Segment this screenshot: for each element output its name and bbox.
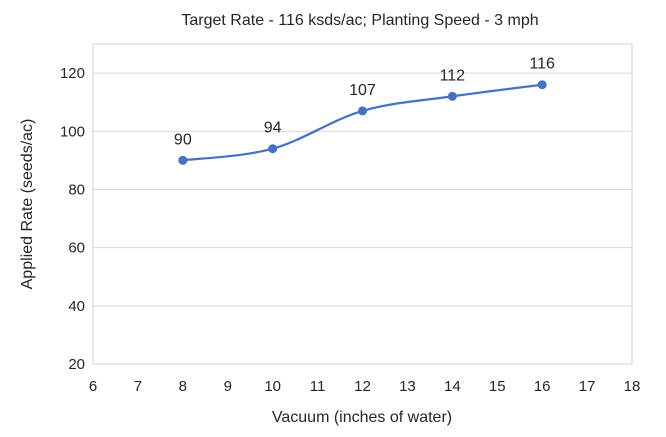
x-tick-label: 14 [444, 378, 461, 395]
data-label: 94 [264, 120, 282, 137]
data-point [358, 106, 367, 116]
y-axis-title: Applied Rate (seeds/ac) [19, 119, 36, 290]
y-tick-label: 20 [68, 356, 85, 373]
y-tick-label: 100 [60, 123, 85, 140]
y-tick-label: 80 [68, 181, 85, 198]
chart-title: Target Rate - 116 ksds/ac; Planting Spee… [181, 12, 538, 29]
series-layer [178, 80, 547, 165]
data-labels: 90 94 107 112 116 [174, 56, 555, 149]
x-tick-label: 13 [399, 378, 416, 395]
data-point [537, 80, 547, 90]
x-tick-label: 9 [224, 378, 232, 395]
x-axis-title: Vacuum (inches of water) [272, 409, 452, 426]
x-tick-label: 8 [179, 378, 187, 395]
x-tick-label: 10 [264, 378, 281, 395]
x-tick-label: 15 [489, 378, 506, 395]
data-label: 116 [529, 56, 555, 73]
data-point [178, 155, 188, 165]
plot-area-frame [92, 43, 633, 365]
x-tick-label: 11 [310, 378, 326, 395]
y-tick-label: 40 [68, 298, 85, 315]
y-tick-label: 120 [60, 65, 85, 82]
data-point [268, 144, 278, 154]
data-point [447, 91, 457, 101]
x-tick-label: 18 [624, 378, 641, 395]
x-tick-label: 7 [134, 378, 142, 395]
data-label: 107 [349, 82, 376, 99]
x-tick-label: 17 [579, 378, 596, 395]
data-label: 90 [174, 131, 192, 148]
y-tick-label: 60 [68, 240, 85, 257]
x-tick-label: 12 [354, 378, 371, 395]
data-label: 112 [440, 67, 466, 84]
x-tick-label: 6 [89, 378, 97, 395]
tick-labels: 20 40 60 80 100 120 6 7 8 9 10 11 12 13 14 15 16 17 18 [60, 65, 640, 395]
x-tick-label: 16 [534, 378, 551, 395]
